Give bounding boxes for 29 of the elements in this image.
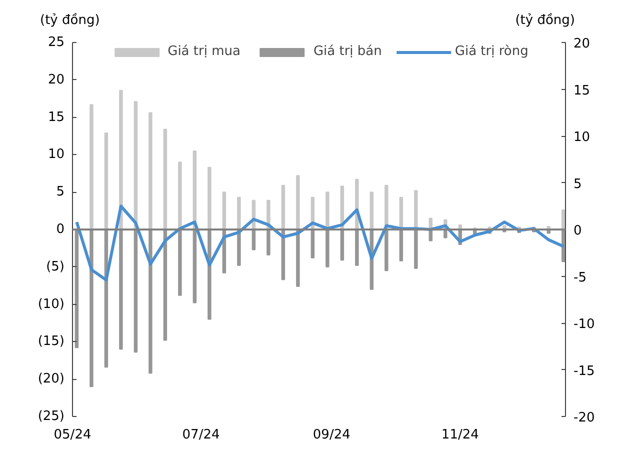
y2-tick-label: -20 (574, 410, 595, 426)
x-tick-label: 05/24 (54, 428, 92, 442)
y-tick-label: (10) (38, 296, 64, 312)
y-tick-label: 25 (48, 35, 65, 50)
y2-tick-label: 5 (574, 176, 582, 192)
y-tick-label: (20) (38, 372, 64, 387)
y-tick-label: 15 (48, 110, 65, 125)
y-tick-label: 5 (56, 184, 65, 200)
y2-tick-label: -10 (574, 317, 595, 332)
legend-label: Giá trị ròng (454, 44, 528, 59)
y2-tick-label: -5 (574, 270, 586, 286)
y2-tick-label: 10 (574, 130, 590, 145)
y2-tick-label: 0 (574, 224, 582, 238)
y2-tick-label: 15 (574, 83, 590, 98)
y-axis-title: (tỷ đồng) (39, 12, 100, 30)
x-tick-label: 07/24 (182, 428, 220, 442)
y-tick-label: 10 (48, 147, 65, 162)
y2-tick-label: 20 (574, 36, 590, 52)
y2-axis-title: (tỷ đồng) (515, 12, 575, 30)
x-tick-label: 11/24 (441, 428, 479, 442)
y-tick-label: (15) (38, 334, 64, 350)
y-tick-label: (25) (38, 409, 64, 424)
y-tick-label: 0 (56, 222, 65, 237)
y2-tick-label: -15 (574, 364, 595, 379)
legend-label: Giá trị mua (168, 44, 240, 59)
legend-label: Giá trị bán (313, 44, 382, 59)
y-tick-label: (5) (46, 259, 65, 274)
y-tick-label: 20 (48, 72, 65, 88)
x-tick-label: 09/24 (312, 428, 350, 442)
